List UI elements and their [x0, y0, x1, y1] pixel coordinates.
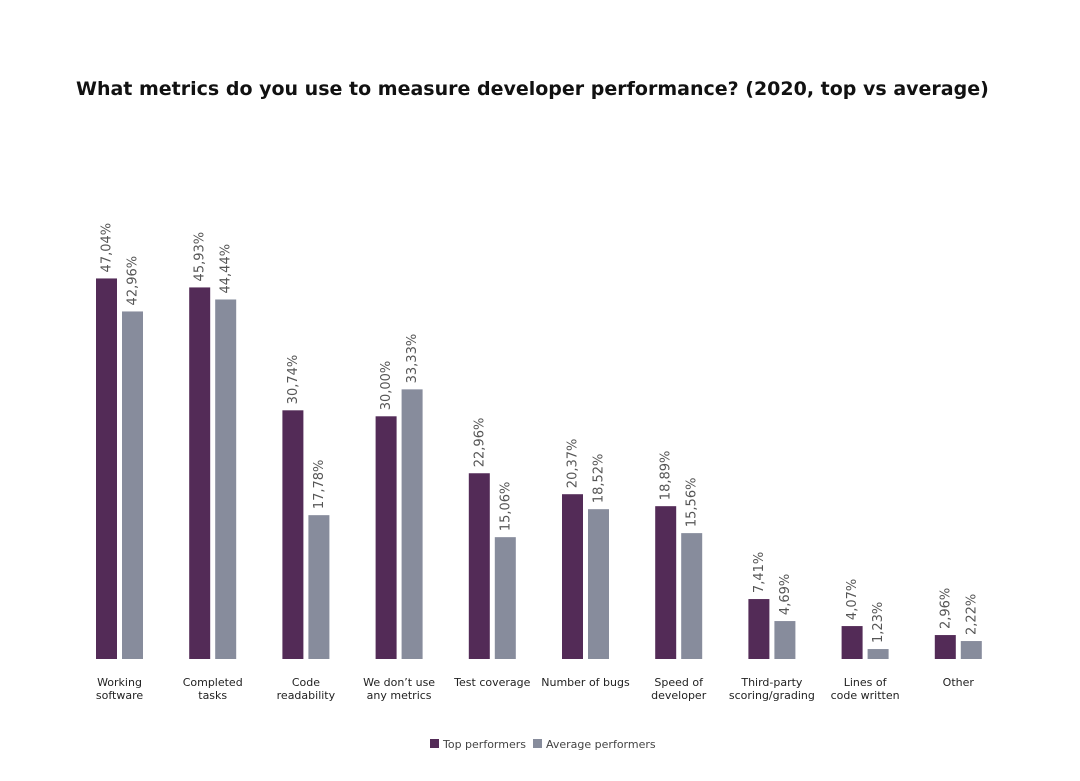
- bar-average-performers-lines-of-code-written: [867, 649, 889, 659]
- bar-average-performers-third-party-scoring-grading: [774, 621, 796, 659]
- value-label-top-performers-lines-of-code-written: 4,07%: [845, 579, 860, 620]
- value-label-top-performers-we-don-t-use-any-metrics: 30,00%: [379, 361, 394, 411]
- chart-title: What metrics do you use to measure devel…: [76, 78, 989, 100]
- category-label-working-software: Working software: [96, 676, 143, 702]
- bar-top-performers-lines-of-code-written: [841, 626, 863, 659]
- value-label-top-performers-third-party-scoring-grading: 7,41%: [752, 552, 767, 593]
- value-label-average-performers-test-coverage: 15,06%: [498, 482, 513, 532]
- category-label-we-don-t-use-any-metrics: We don’t use any metrics: [363, 676, 435, 702]
- category-label-test-coverage: Test coverage: [453, 676, 530, 689]
- bar-average-performers-other: [960, 641, 982, 659]
- value-label-top-performers-number-of-bugs: 20,37%: [566, 439, 581, 489]
- category-label-number-of-bugs: Number of bugs: [541, 676, 630, 689]
- bar-average-performers-number-of-bugs: [588, 509, 609, 659]
- bar-top-performers-third-party-scoring-grading: [748, 599, 770, 659]
- bar-average-performers-we-don-t-use-any-metrics: [401, 389, 423, 659]
- category-label-line: developer: [651, 689, 707, 702]
- bar-average-performers-working-software: [122, 311, 143, 659]
- value-label-top-performers-working-software: 47,04%: [100, 223, 115, 273]
- value-label-top-performers-test-coverage: 22,96%: [472, 418, 487, 468]
- value-label-average-performers-completed-tasks: 44,44%: [219, 244, 234, 294]
- category-label-other: Other: [943, 676, 975, 689]
- bar-average-performers-completed-tasks: [215, 299, 237, 659]
- category-label-line: Test coverage: [453, 676, 530, 689]
- legend-label-top-performers: Top performers: [442, 738, 526, 751]
- category-label-code-readability: Code readability: [277, 676, 336, 702]
- bars-layer: [96, 278, 982, 659]
- category-label-line: scoring/grading: [729, 689, 815, 702]
- bar-top-performers-completed-tasks: [189, 287, 211, 659]
- value-label-average-performers-lines-of-code-written: 1,23%: [871, 602, 886, 643]
- bar-top-performers-other: [934, 635, 956, 659]
- value-labels-layer: 47,04% 42,96% 45,93% 44,44% 30,74% 17,78% 30,0…: [100, 223, 980, 643]
- value-label-average-performers-code-readability: 17,78%: [312, 460, 327, 510]
- category-label-third-party-scoring-grading: Third-party scoring/grading: [729, 676, 815, 702]
- category-label-speed-of-developer: Speed of developer: [651, 676, 707, 702]
- value-label-average-performers-number-of-bugs: 18,52%: [592, 454, 607, 504]
- value-label-top-performers-code-readability: 30,74%: [286, 355, 301, 405]
- bar-average-performers-test-coverage: [494, 537, 516, 659]
- category-label-line: Code: [292, 676, 320, 689]
- legend-swatch-top-performers: [430, 739, 439, 748]
- bar-top-performers-speed-of-developer: [655, 506, 677, 659]
- category-label-line: Working: [97, 676, 142, 689]
- category-labels-layer: Working software Completed tasks Code readabi…: [96, 676, 975, 702]
- bar-top-performers-code-readability: [282, 410, 304, 659]
- bar-top-performers-we-don-t-use-any-metrics: [375, 416, 397, 659]
- value-label-top-performers-speed-of-developer: 18,89%: [659, 451, 674, 501]
- category-label-line: tasks: [198, 689, 227, 702]
- category-label-line: readability: [277, 689, 336, 702]
- legend: Top performers Average performers: [430, 738, 656, 751]
- value-label-top-performers-completed-tasks: 45,93%: [193, 232, 208, 282]
- bar-average-performers-code-readability: [308, 515, 330, 659]
- value-label-top-performers-other: 2,96%: [938, 588, 953, 629]
- bar-average-performers-speed-of-developer: [681, 533, 703, 659]
- category-label-completed-tasks: Completed tasks: [183, 676, 243, 702]
- category-label-lines-of-code-written: Lines of code written: [831, 676, 900, 702]
- bar-top-performers-test-coverage: [468, 473, 490, 659]
- value-label-average-performers-we-don-t-use-any-metrics: 33,33%: [405, 334, 420, 384]
- legend-label-average-performers: Average performers: [546, 738, 656, 751]
- value-label-average-performers-speed-of-developer: 15,56%: [685, 478, 700, 528]
- category-label-line: Completed: [183, 676, 243, 689]
- category-label-line: software: [96, 689, 143, 702]
- category-label-line: Third-party: [740, 676, 803, 689]
- value-label-average-performers-other: 2,22%: [964, 594, 979, 635]
- value-label-average-performers-third-party-scoring-grading: 4,69%: [778, 574, 793, 615]
- bar-top-performers-number-of-bugs: [562, 494, 583, 659]
- legend-swatch-average-performers: [533, 739, 542, 748]
- bar-top-performers-working-software: [96, 278, 117, 659]
- category-label-line: Number of bugs: [541, 676, 630, 689]
- category-label-line: code written: [831, 689, 900, 702]
- value-label-average-performers-working-software: 42,96%: [126, 256, 141, 306]
- category-label-line: Other: [943, 676, 975, 689]
- category-label-line: Speed of: [654, 676, 704, 689]
- category-label-line: any metrics: [367, 689, 432, 702]
- category-label-line: We don’t use: [363, 676, 435, 689]
- category-label-line: Lines of: [844, 676, 888, 689]
